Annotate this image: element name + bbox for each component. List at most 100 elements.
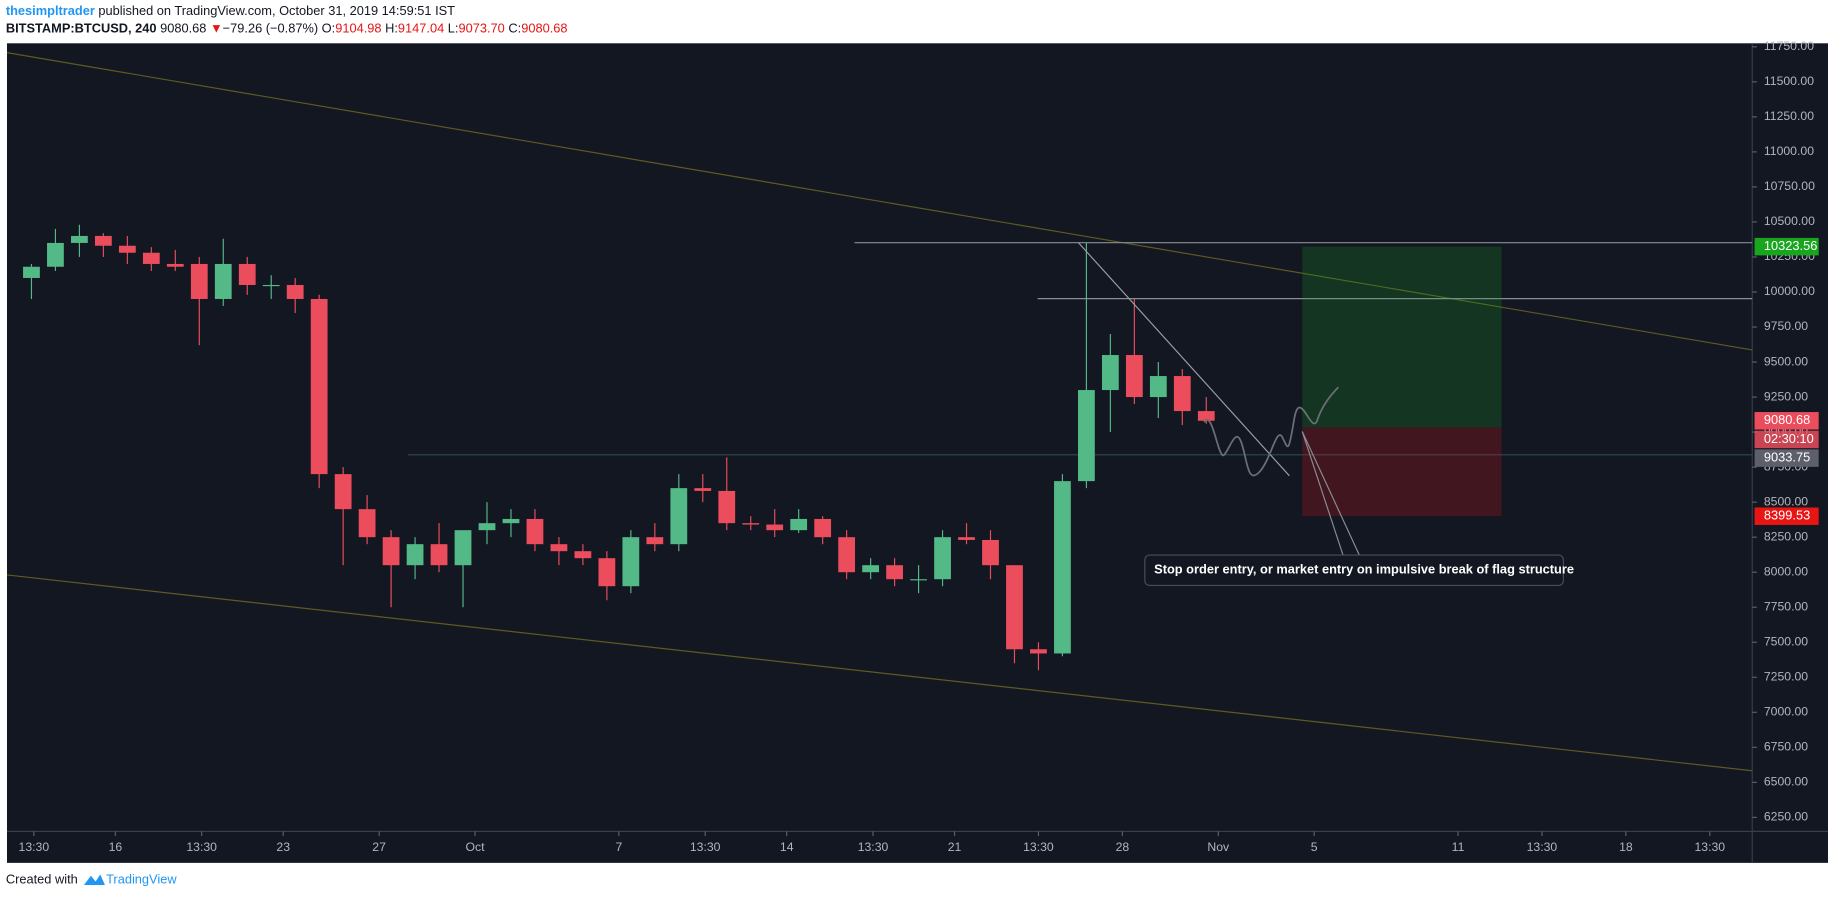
candle-body <box>766 524 784 531</box>
x-tick-label: Nov <box>1207 840 1230 854</box>
chart-bg <box>6 43 1828 863</box>
price-label-bg <box>1754 507 1819 525</box>
y-tick-label: 11000.00 <box>1764 144 1814 158</box>
candle-body <box>622 537 640 587</box>
y-tick-label: 8250.00 <box>1764 529 1808 543</box>
l-label: L: <box>448 21 459 36</box>
candle-body <box>574 551 592 559</box>
profit-zone <box>1302 246 1502 428</box>
header-line: thesimpltrader published on TradingView.… <box>6 3 455 18</box>
candle-body <box>1101 355 1119 391</box>
candle-body <box>142 252 160 264</box>
candle-body <box>334 474 352 510</box>
footer-brand[interactable]: TradingView <box>106 872 177 887</box>
candle-body <box>262 284 280 287</box>
y-tick-label: 7500.00 <box>1764 634 1808 648</box>
candle-body <box>310 298 328 475</box>
symbol: BITSTAMP:BTCUSD, 240 <box>6 21 157 36</box>
candle-body <box>838 537 856 573</box>
candle-body <box>94 235 112 246</box>
candle-body <box>1030 649 1047 654</box>
annotation: Stop order entry, or market entry on imp… <box>1154 562 1574 577</box>
c-value: 9080.68 <box>521 21 567 36</box>
o-label: O: <box>322 21 336 36</box>
candle-body <box>646 537 664 545</box>
author[interactable]: thesimpltrader <box>6 3 95 18</box>
candle-body <box>1078 390 1095 482</box>
candle-body <box>166 263 184 267</box>
candle-body <box>934 537 951 580</box>
candle-body <box>23 266 40 278</box>
y-tick-label: 7750.00 <box>1764 599 1808 613</box>
candle-body <box>286 284 304 299</box>
x-tick-label: 13:30 <box>1694 840 1725 854</box>
candle-body <box>47 242 64 267</box>
x-tick-label: 14 <box>780 840 794 854</box>
price-label-bg <box>1754 412 1819 430</box>
price-label: 9080.68 <box>1764 412 1810 427</box>
y-tick-label: 10000.00 <box>1764 284 1815 298</box>
loss-zone <box>1302 427 1502 517</box>
y-tick-label: 7250.00 <box>1764 670 1808 684</box>
y-tick-label: 8500.00 <box>1764 494 1808 508</box>
price-label-bg <box>1754 430 1819 449</box>
x-tick-label: 23 <box>276 840 290 854</box>
logo <box>83 874 105 886</box>
candle-body <box>502 518 520 524</box>
candle-body <box>598 558 616 587</box>
candle-body <box>910 579 927 581</box>
price-label: 9033.75 <box>1764 449 1810 464</box>
c-label: C: <box>508 21 521 36</box>
candle-body <box>1054 481 1071 654</box>
candle-body <box>118 245 136 253</box>
candle-body <box>190 263 208 299</box>
y-tick-label: 9250.00 <box>1764 389 1808 403</box>
price: 9080.68 <box>160 21 206 36</box>
x-tick-label: 18 <box>1619 840 1633 854</box>
h-label: H: <box>385 21 398 36</box>
x-tick-label: 13:30 <box>690 840 721 854</box>
y-tick-label: 11750.00 <box>1764 39 1814 53</box>
plot <box>6 52 1753 772</box>
candle-body <box>1197 411 1215 421</box>
candle-body <box>862 565 880 573</box>
footer-text: Created with <box>6 872 78 887</box>
y-tick-label: 9750.00 <box>1764 319 1808 333</box>
x-tick-label: 5 <box>1311 840 1318 854</box>
candle-body <box>526 518 544 545</box>
y-tick-label: 11250.00 <box>1764 109 1814 123</box>
x-tick-label: Oct <box>465 840 485 854</box>
candle-body <box>1173 376 1191 412</box>
price-label: 10323.56 <box>1764 238 1817 253</box>
x-tick-label: 13:30 <box>186 840 217 854</box>
y-tick-label: 10750.00 <box>1764 179 1815 193</box>
candle-body <box>1149 376 1167 398</box>
trend-line-upper <box>6 52 1753 351</box>
y-tick-label: 10500.00 <box>1764 214 1815 228</box>
candle-body <box>958 537 975 540</box>
price-label: 8399.53 <box>1764 508 1810 523</box>
candle-body <box>382 537 400 566</box>
x-tick-label: 11 <box>1452 840 1465 854</box>
candle-body <box>886 565 903 580</box>
x-tick-label: 13:30 <box>1023 840 1054 854</box>
y-tick-label: 11500.00 <box>1764 74 1814 88</box>
published: published on TradingView.com, October 31… <box>98 3 455 18</box>
price-label: 02:30:10 <box>1764 431 1814 446</box>
candle-body <box>71 235 88 243</box>
change: −79.26 (−0.87%) <box>223 21 318 36</box>
candle-body <box>406 544 424 566</box>
candle-body <box>358 509 376 538</box>
y-tick-label: 8000.00 <box>1764 564 1808 578</box>
connector <box>1301 431 1344 556</box>
candle-body <box>478 523 496 531</box>
candle-body <box>454 530 472 566</box>
y-tick-label: 9500.00 <box>1764 354 1808 368</box>
h-value: 9147.04 <box>398 21 444 36</box>
annotation-box <box>1144 554 1564 586</box>
candle-body <box>718 490 736 524</box>
y-tick-label: 7000.00 <box>1764 705 1808 719</box>
connector <box>1301 431 1360 556</box>
x-tick-label: 13:30 <box>1527 840 1558 854</box>
